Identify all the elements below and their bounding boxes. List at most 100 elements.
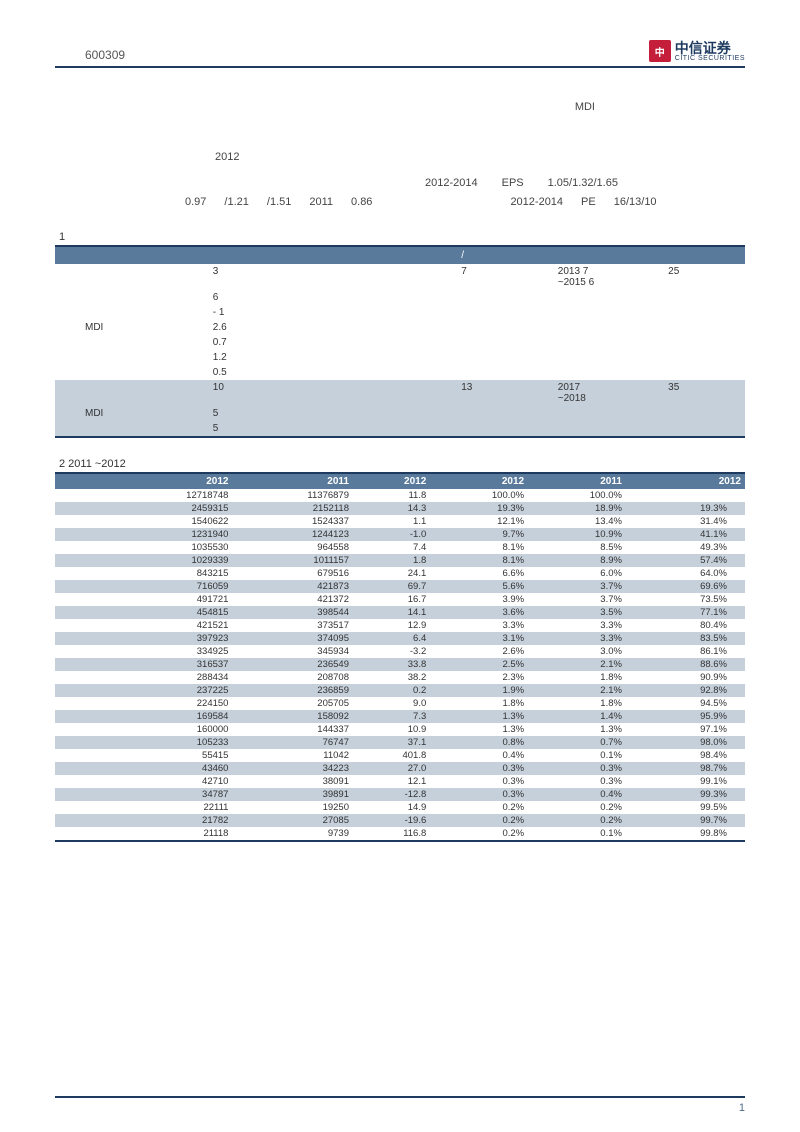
table1-caption: 1 (59, 231, 745, 243)
table-cell: 1.3% (528, 723, 626, 736)
table-cell: 83.5% (626, 632, 745, 645)
table-cell: 2152118 (232, 502, 353, 515)
table-cell (552, 350, 662, 365)
table-cell: 99.8% (626, 827, 745, 841)
table-cell (455, 421, 552, 437)
logo-text: 中信证券 CITIC SECURITIES (675, 41, 745, 62)
table-cell: 0.3% (430, 762, 528, 775)
brand-logo: 中 中信证券 CITIC SECURITIES (649, 40, 745, 62)
table-cell (552, 365, 662, 380)
table-row: 1.2 (55, 350, 745, 365)
table-cell (55, 606, 110, 619)
table1-body: 372013 7~2015 6256- 1MDI2.60.71.20.51013… (55, 264, 745, 437)
table-cell (55, 580, 110, 593)
table-cell: 1.3% (430, 723, 528, 736)
table-cell: 3.3% (528, 619, 626, 632)
table-row: 2372252368590.21.9%2.1%92.8% (55, 684, 745, 697)
table-cell: 373517 (232, 619, 353, 632)
table-cell (55, 421, 207, 437)
table-cell (55, 335, 207, 350)
table-cell: 27.0 (353, 762, 430, 775)
mdi-label: MDI (575, 101, 595, 113)
table-cell (55, 567, 110, 580)
table-cell (55, 264, 207, 290)
table-row: 3478739891-12.80.3%0.4%99.3% (55, 788, 745, 801)
table-cell: 90.9% (626, 671, 745, 684)
table-row: 2241502057059.01.8%1.8%94.5% (55, 697, 745, 710)
table-cell: 1524337 (232, 515, 353, 528)
table-cell (455, 290, 552, 305)
table2-head: 201220112012201220112012 (55, 473, 745, 489)
table-cell: 374095 (232, 632, 353, 645)
table-cell: 116.8 (353, 827, 430, 841)
table-cell: 10 (207, 380, 290, 406)
table-cell: 0.2% (430, 827, 528, 841)
table-cell: 64.0% (626, 567, 745, 580)
table-row: 2459315215211814.319.3%18.9%19.3% (55, 502, 745, 515)
table-cell: 8.9% (528, 554, 626, 567)
table-cell: 6.0% (528, 567, 626, 580)
table-column-header (55, 473, 110, 489)
table-cell: 13 (455, 380, 552, 406)
table-cell: -19.6 (353, 814, 430, 827)
table-row: 0.5 (55, 365, 745, 380)
table-cell: 11376879 (232, 489, 353, 502)
table-cell: 24.1 (353, 567, 430, 580)
table-cell: 49.3% (626, 541, 745, 554)
summary-text-block: MDI 2012 2012-2014 EPS 1.05/1.32/1.65 0.… (85, 98, 715, 213)
table-cell (55, 827, 110, 841)
table-cell: 0.3% (430, 788, 528, 801)
table-cell: 7 (455, 264, 552, 290)
table-cell: 8.1% (430, 541, 528, 554)
table-cell: 1.1 (353, 515, 430, 528)
table-row: 1052337674737.10.8%0.7%98.0% (55, 736, 745, 749)
table-cell (662, 421, 745, 437)
table-row: 427103809112.10.3%0.3%99.1% (55, 775, 745, 788)
table-cell: 34787 (110, 788, 232, 801)
table-cell: 2.6% (430, 645, 528, 658)
table1-head: / (55, 246, 745, 264)
table-cell (662, 320, 745, 335)
table-cell (55, 502, 110, 515)
table2-caption: 2 2011 ~2012 (59, 458, 745, 470)
table-cell (290, 335, 456, 350)
table-column-header: 2011 (232, 473, 353, 489)
table-cell: 41.1% (626, 528, 745, 541)
table-cell: 1.8 (353, 554, 430, 567)
table-cell: 5 (207, 406, 290, 421)
table-column-header: 2012 (430, 473, 528, 489)
table-cell: 39891 (232, 788, 353, 801)
table-cell: 37.1 (353, 736, 430, 749)
table-row: 12319401244123-1.09.7%10.9%41.1% (55, 528, 745, 541)
table-row: 154062215243371.112.1%13.4%31.4% (55, 515, 745, 528)
table-cell: 100.0% (528, 489, 626, 502)
table-cell (552, 335, 662, 350)
table-row: 10132017~201835 (55, 380, 745, 406)
table-cell: 99.7% (626, 814, 745, 827)
table-cell: 55415 (110, 749, 232, 762)
table-cell: 14.9 (353, 801, 430, 814)
table-row: MDI5 (55, 406, 745, 421)
text-token: 2011 (309, 193, 333, 213)
table-cell: 94.5% (626, 697, 745, 710)
table-cell (55, 528, 110, 541)
table-row: 5 (55, 421, 745, 437)
table-cell: 21782 (110, 814, 232, 827)
table-cell: 1011157 (232, 554, 353, 567)
table-cell (55, 350, 207, 365)
table-column-header: 2011 (528, 473, 626, 489)
text-token: 0.97 (185, 193, 206, 213)
table-cell: 0.2% (430, 814, 528, 827)
table-cell: 21118 (110, 827, 232, 841)
table2-body: 127187481137687911.8100.0%100.0%24593152… (55, 489, 745, 841)
table-column-header: 2012 (353, 473, 430, 489)
table-cell (455, 305, 552, 320)
text-token: 2012-2014 (425, 174, 478, 194)
table-cell (290, 380, 456, 406)
table-cell: - 1 (207, 305, 290, 320)
text-token: 2012-2014 (510, 193, 563, 213)
table-row: 31653723654933.82.5%2.1%88.6% (55, 658, 745, 671)
page: 600309 中 中信证券 CITIC SECURITIES MDI 2012 … (0, 0, 800, 1132)
table-cell: 2013 7~2015 6 (552, 264, 662, 290)
table-row: 84321567951624.16.6%6.0%64.0% (55, 567, 745, 580)
